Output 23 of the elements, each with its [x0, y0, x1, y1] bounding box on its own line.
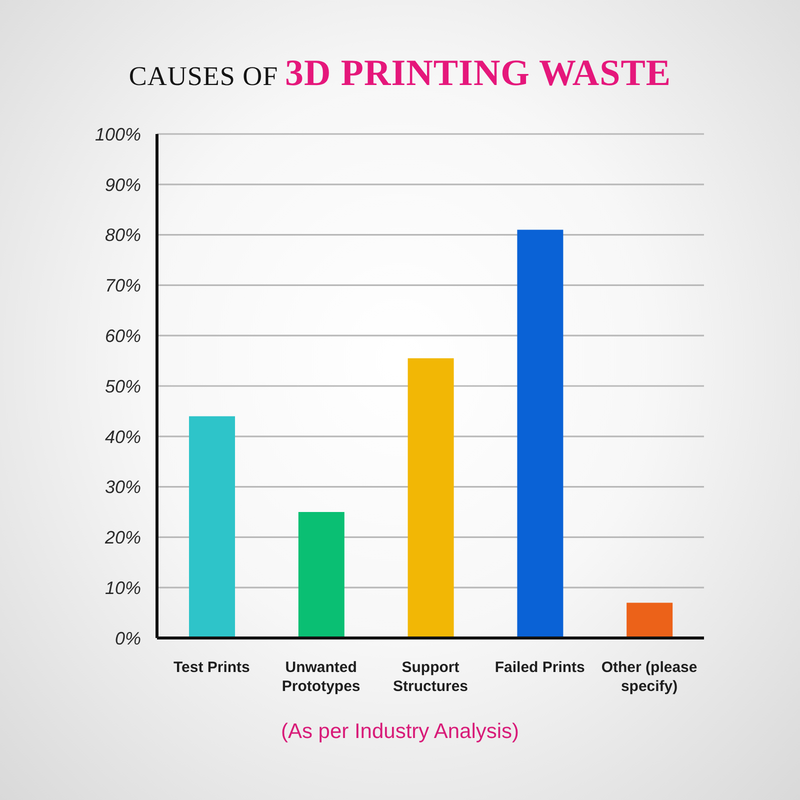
y-tick-label: 30%	[104, 477, 141, 498]
bar	[517, 230, 564, 638]
y-tick-label: 90%	[104, 174, 141, 195]
x-tick-label: Test Prints	[173, 659, 250, 676]
y-tick-label: 60%	[104, 326, 141, 346]
x-tick-label: Other (please specify)	[601, 659, 698, 695]
y-tick-label: 10%	[104, 578, 141, 598]
y-tick-label: 80%	[104, 225, 141, 246]
y-tick-label: 50%	[104, 376, 141, 396]
chart-title: CAUSES OF 3D PRINTING WASTE	[128, 53, 672, 94]
y-tick-label: 20%	[104, 528, 141, 548]
bar	[298, 512, 344, 638]
x-tick-label: Unwanted Prototypes	[282, 659, 360, 695]
y-tick-label: 0%	[114, 628, 141, 648]
x-tick-label: Failed Prints	[494, 659, 585, 676]
bar	[408, 358, 454, 638]
y-tick-label: 100%	[94, 124, 141, 144]
x-tick-label: Support Structures	[392, 659, 468, 695]
y-tick-label: 40%	[104, 426, 141, 447]
bar	[626, 602, 673, 638]
bar	[189, 416, 235, 638]
y-tick-label: 70%	[104, 276, 141, 296]
text: (As per Industry Analysis)	[280, 720, 520, 744]
